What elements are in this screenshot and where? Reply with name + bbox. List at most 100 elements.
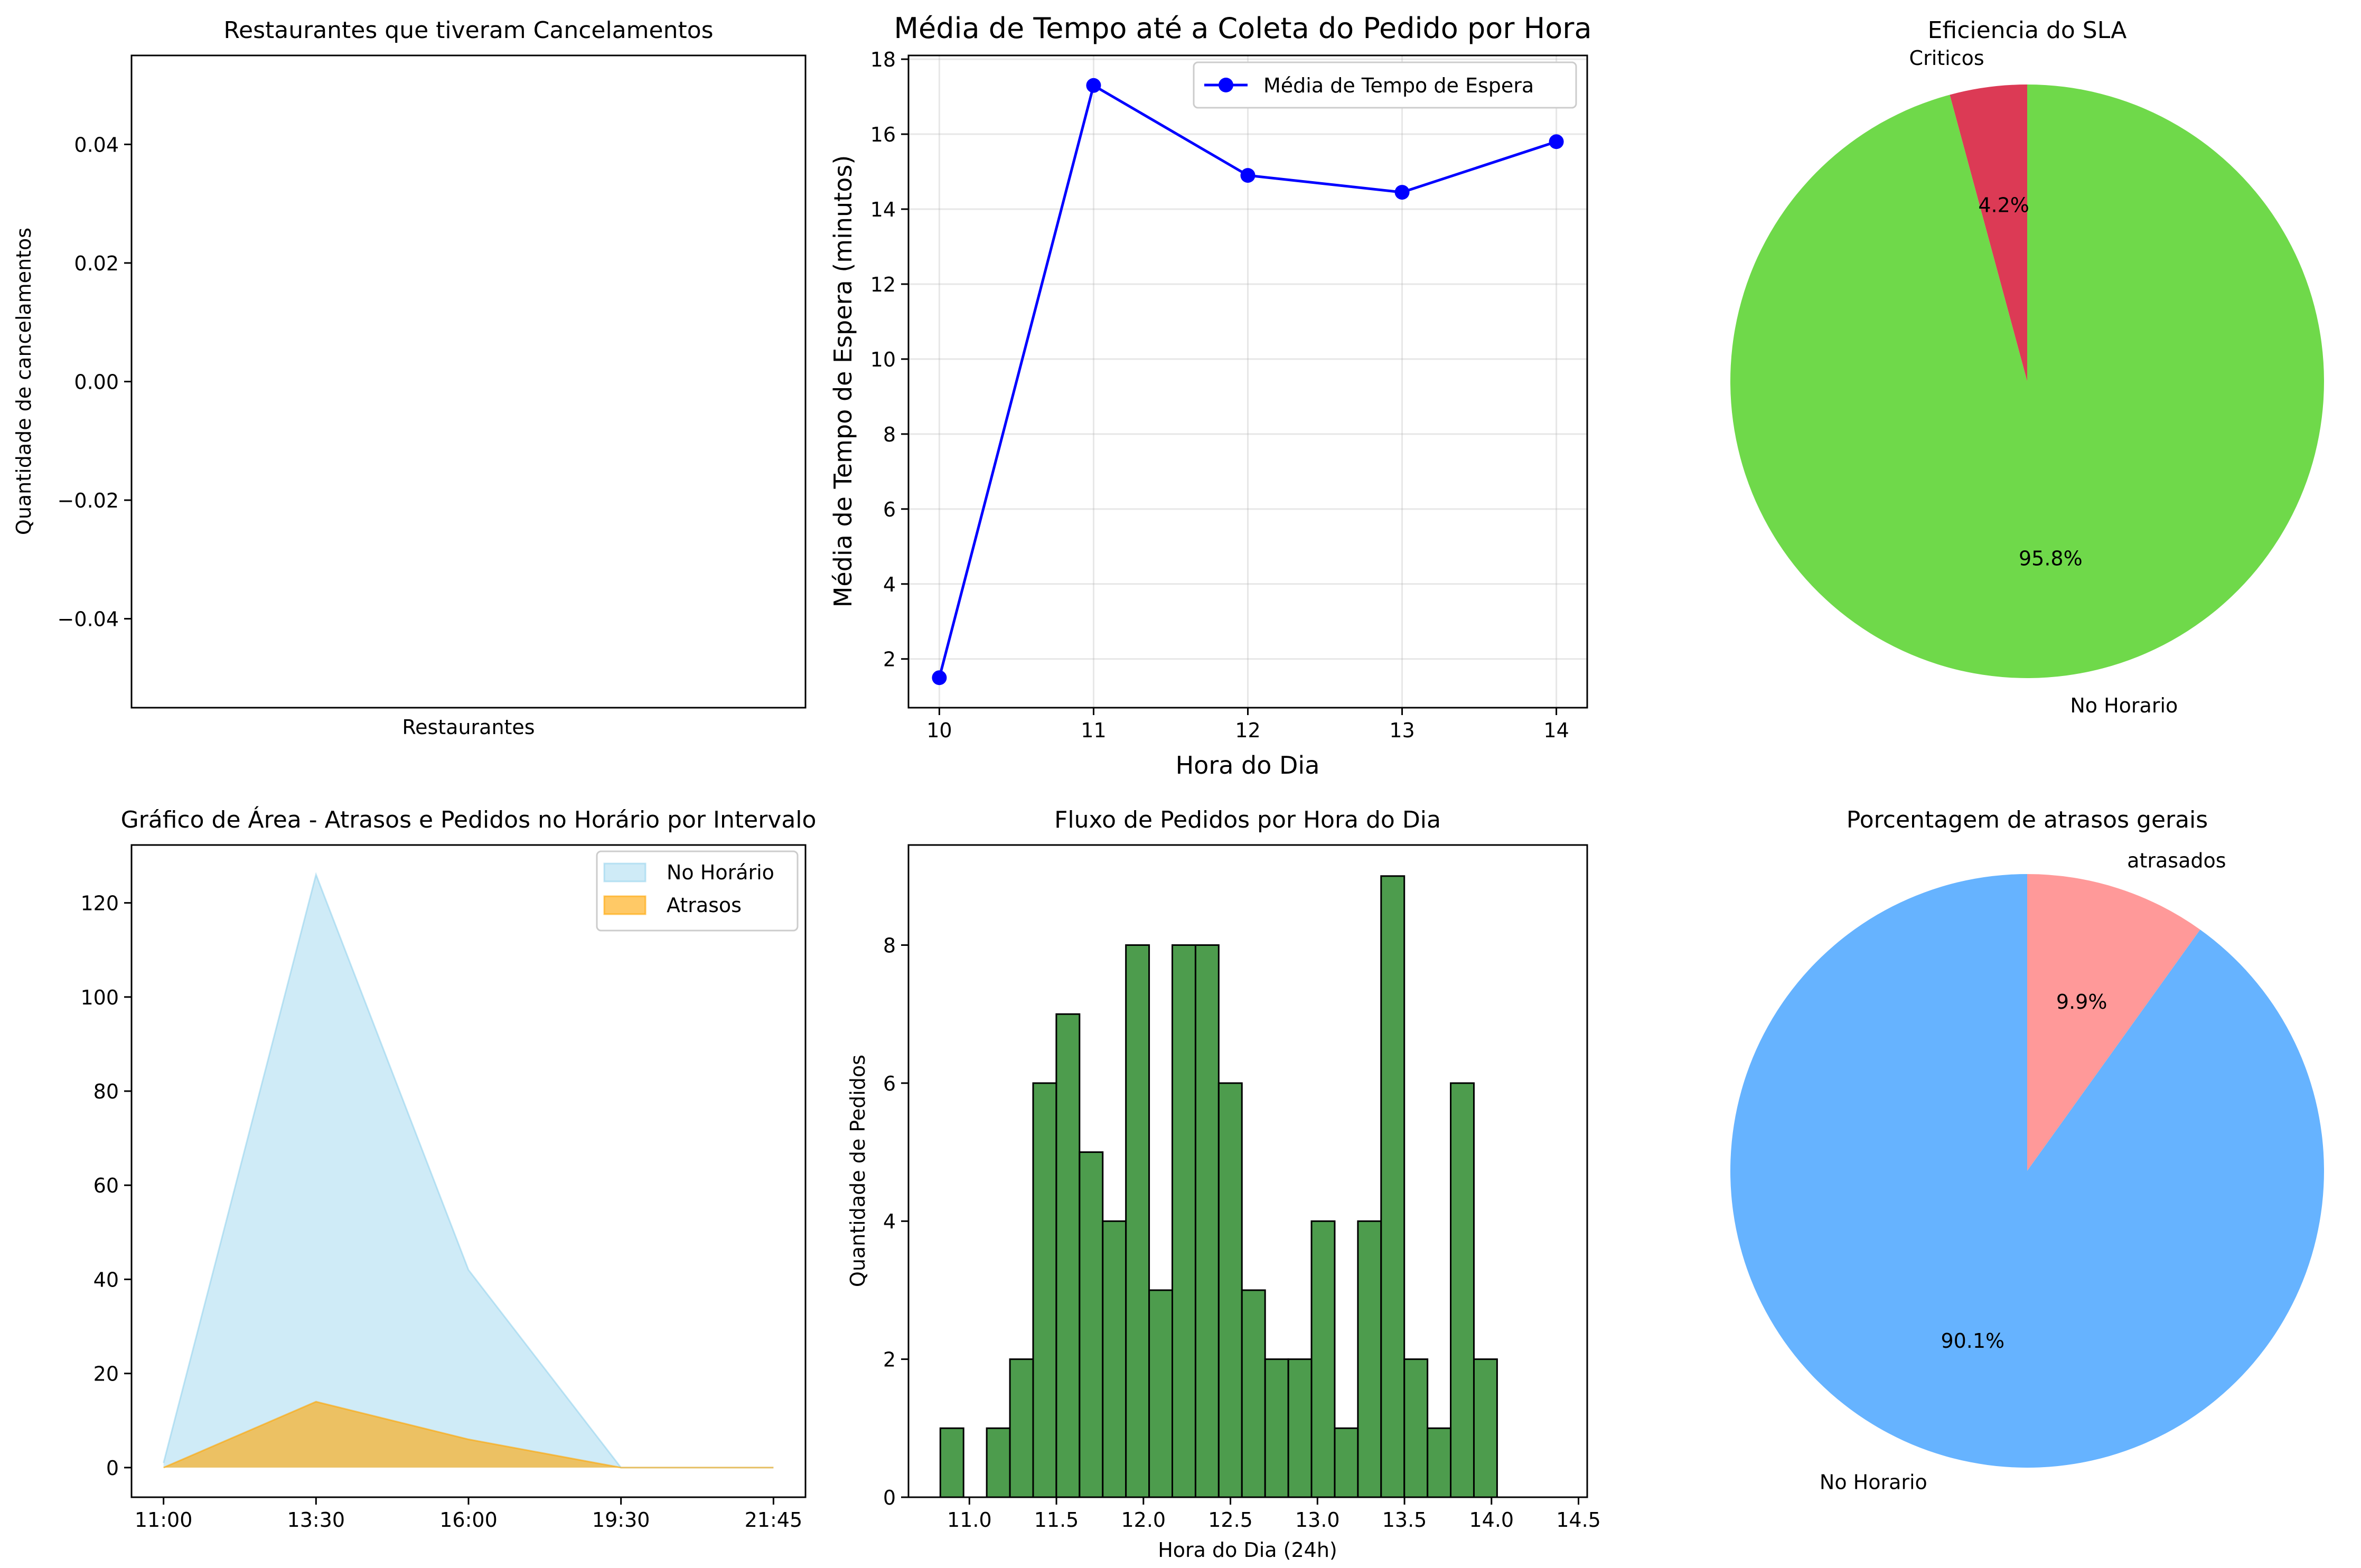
area-line (163, 1401, 774, 1469)
data-point (1086, 78, 1101, 93)
y-tick-label: 12 (870, 273, 896, 296)
delays-pie-labels: 9.9% atrasados 90.1% No Horario (1820, 849, 2226, 1494)
y-tick-label: 0.04 (74, 133, 119, 156)
x-tick-label: 12 (1235, 719, 1260, 742)
area-fill (163, 875, 774, 1468)
pie-slice (1730, 84, 2324, 678)
pie-slice (1950, 84, 2027, 381)
pie-slice (2027, 874, 2200, 1171)
cancellations-title: Restaurantes que tiveram Cancelamentos (223, 17, 713, 44)
wait-time-x-label: Hora do Dia (1176, 751, 1320, 780)
histogram-bar (1217, 1082, 1243, 1498)
x-tick-label: 14.0 (1469, 1508, 1514, 1532)
x-tick-label: 13:30 (287, 1508, 345, 1532)
x-tick-label: 11 (1081, 719, 1106, 742)
sla-title: Eficiencia do SLA (1928, 17, 2127, 44)
orders-histogram-bars (939, 875, 1498, 1498)
wait-time-grid (908, 55, 1587, 708)
histogram-bar (1172, 944, 1196, 1498)
delays-pie-chart: Porcentagem de atrasos gerais 9.9% atrasa… (1730, 806, 2324, 1494)
x-tick-label: 13.5 (1382, 1508, 1427, 1532)
data-point (1240, 168, 1256, 183)
cancellations-y-label: Quantidade de cancelamentos (12, 228, 35, 535)
x-tick-label: 11:00 (135, 1508, 193, 1532)
data-point (1549, 134, 1564, 149)
sla-labels: 4.2% Criticos 95.8% No Horario (1909, 46, 2178, 717)
delays-area-title: Gráfico de Área - Atrasos e Pedidos no H… (121, 805, 817, 833)
histogram-bar (1357, 1220, 1382, 1498)
x-tick-label: 10 (926, 719, 952, 742)
histogram-bar (986, 1427, 1011, 1498)
y-tick-label: 2 (883, 1348, 896, 1372)
histogram-bar (1194, 944, 1220, 1498)
delays-area-chart: Gráfico de Área - Atrasos e Pedidos no H… (80, 805, 816, 1532)
delays-area-legend-box (596, 850, 799, 932)
delays-area-legend: No Horário Atrasos (596, 850, 799, 932)
y-tick-label: 0.02 (74, 252, 119, 275)
y-tick-label: 8 (883, 423, 896, 446)
legend-swatch-atrasos (603, 895, 647, 915)
sla-slices (1730, 84, 2324, 678)
y-tick-label: 40 (93, 1268, 119, 1291)
y-tick-label: 120 (80, 892, 119, 915)
orders-histogram-ticks: 11.0 11.5 12.0 12.5 13.0 13.5 14.0 14.5 0 2 4 6 8 (883, 934, 1601, 1532)
sla-pie-chart: Eficiencia do SLA 4.2% Criticos 95.8% No Ho… (1730, 17, 2324, 717)
cancellations-chart: Restaurantes que tiveram Cancelamentos 0… (12, 17, 807, 739)
histogram-bar (1125, 944, 1150, 1498)
orders-histogram-axes-frame (907, 844, 1588, 1498)
orders-histogram-x-label: Hora do Dia (24h) (1158, 1538, 1337, 1562)
x-tick-label: 13.0 (1295, 1508, 1340, 1532)
histogram-bar (1473, 1358, 1498, 1498)
x-tick-label: 11.5 (1034, 1508, 1079, 1532)
histogram-bar (1380, 875, 1406, 1498)
x-tick-label: 16:00 (439, 1508, 498, 1532)
cancellations-x-label: Restaurantes (402, 716, 535, 739)
y-tick-label: 8 (883, 934, 896, 957)
wait-time-axes-frame (907, 54, 1588, 709)
wait-time-legend-box (1193, 61, 1577, 109)
y-tick-label: 18 (870, 48, 896, 71)
pie-category-label: No Horario (2070, 694, 2178, 717)
pie-slice (1730, 874, 2324, 1468)
pie-category-label: atrasados (2127, 849, 2226, 872)
y-tick-label: 60 (93, 1174, 119, 1197)
histogram-bar (1241, 1289, 1266, 1498)
wait-time-line-chart: Média de Tempo até a Coleta do Pedido po… (829, 12, 1592, 780)
histogram-bar (1148, 1289, 1174, 1498)
histogram-bar (1032, 1082, 1057, 1498)
y-tick-label: 16 (870, 123, 896, 146)
x-tick-label: 12.0 (1121, 1508, 1166, 1532)
orders-histogram-title: Fluxo de Pedidos por Hora do Dia (1054, 806, 1441, 833)
x-tick-label: 19:30 (592, 1508, 650, 1532)
histogram-bar (1079, 1151, 1104, 1498)
histogram-bar (939, 1427, 964, 1498)
y-tick-label: 6 (883, 498, 896, 521)
wait-time-title: Média de Tempo até a Coleta do Pedido po… (894, 12, 1591, 45)
delays-area-axes-frame (130, 844, 807, 1498)
x-tick-label: 13 (1389, 719, 1414, 742)
legend-swatch-no-horario (603, 862, 647, 882)
y-tick-label: 80 (93, 1080, 119, 1103)
histogram-bar (1450, 1082, 1475, 1498)
delays-pie-slices (1730, 874, 2324, 1468)
y-tick-label: 0 (106, 1457, 119, 1480)
y-tick-label: 4 (883, 573, 896, 596)
data-point (932, 670, 947, 686)
y-tick-label: 2 (883, 648, 896, 671)
legend-label-atrasos: Atrasos (667, 894, 742, 917)
delays-pie-title: Porcentagem de atrasos gerais (1847, 806, 2208, 833)
pie-percent-label: 95.8% (2019, 547, 2083, 570)
wait-time-legend: Média de Tempo de Espera (1193, 61, 1577, 109)
wait-time-y-label: Média de Tempo de Espera (minutos) (829, 155, 857, 608)
x-tick-label: 14 (1543, 719, 1569, 742)
delays-area-series (163, 872, 774, 1469)
wait-time-legend-label: Média de Tempo de Espera (1263, 74, 1534, 97)
y-tick-label: 100 (80, 986, 119, 1009)
x-tick-label: 14.5 (1556, 1508, 1601, 1532)
wait-time-legend-marker (1219, 78, 1233, 92)
y-tick-label: 0.00 (74, 371, 119, 394)
area-fill (163, 1402, 774, 1468)
x-tick-label: 12.5 (1208, 1508, 1253, 1532)
histogram-bar (1310, 1220, 1336, 1498)
